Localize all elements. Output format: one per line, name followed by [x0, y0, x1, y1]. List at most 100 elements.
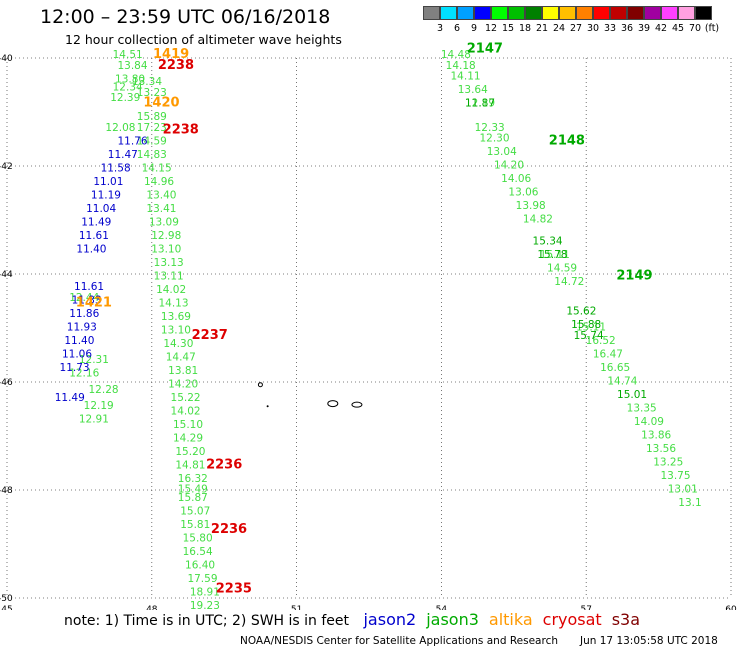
wave-height-value: 14.30: [163, 338, 193, 350]
wave-height-value: 15.11: [540, 249, 570, 261]
lat-tick-label: -44: [0, 270, 13, 280]
colorbar-label: 9: [470, 23, 478, 34]
wave-height-value: 13.09: [149, 216, 179, 228]
colorbar-label: 39: [637, 23, 651, 34]
wave-height-value: 14.83: [137, 149, 167, 161]
wave-height-value: 13.64: [458, 84, 488, 96]
wave-height-value: 12.33: [475, 122, 505, 134]
wave-height-value: 12.44: [69, 292, 99, 304]
wave-height-value: 12.31: [79, 354, 109, 366]
wave-height-value: 15.22: [171, 392, 201, 404]
wave-height-value: 13.41: [146, 203, 176, 215]
wave-height-value: 13.35: [627, 403, 657, 415]
wave-height-value: 11.19: [91, 189, 121, 201]
pass-number-label: 2235: [216, 582, 252, 597]
wave-height-value: 13.10: [161, 324, 191, 336]
wave-height-value: 13.34: [132, 76, 162, 88]
satellite-legend-s3a: s3a: [611, 610, 641, 629]
satellite-legend-cryosat: cryosat: [542, 610, 602, 629]
wave-height-value: 14.59: [137, 135, 167, 147]
wave-height-value: 12.39: [110, 92, 140, 104]
pass-number-label: 1421: [76, 295, 112, 310]
colorbar-swatch: [542, 6, 559, 20]
wave-height-value: 13.06: [508, 187, 538, 199]
colorbar-swatch: [644, 6, 661, 20]
wave-height-value: 12.08: [105, 122, 135, 134]
colorbar-swatch: [627, 6, 644, 20]
credit-timestamp: Jun 17 13:05:58 UTC 2018: [580, 635, 718, 647]
wave-height-value: 13.56: [646, 443, 676, 455]
wave-height-value: 11.49: [55, 392, 85, 404]
wave-height-value: 11.73: [60, 362, 90, 374]
wave-height-value: 16.65: [600, 362, 630, 374]
wave-height-value: 17.23: [137, 122, 167, 134]
lat-tick-label: -40: [0, 54, 13, 64]
wave-height-value: 15.11: [576, 322, 606, 334]
wave-height-value: 13.98: [516, 200, 546, 212]
satellite-legend-jason3: jason3: [426, 610, 479, 629]
wave-height-value: 14.20: [494, 160, 524, 172]
colorbar-swatch: [474, 6, 491, 20]
wave-height-value: 15.88: [571, 319, 601, 331]
colorbar-swatch: [576, 6, 593, 20]
wave-height-value: 11.49: [81, 216, 111, 228]
satellite-legend: jason2 jason3 altika cryosat s3a: [353, 610, 641, 629]
wave-height-value: 11.06: [62, 349, 92, 361]
colorbar-label: 18: [518, 23, 532, 34]
colorbar-label: 3: [436, 23, 444, 34]
map-subtitle: 12 hour collection of altimeter wave hei…: [65, 32, 342, 47]
wave-height-value: 11.58: [101, 162, 131, 174]
wave-height-value: 17.59: [187, 573, 217, 585]
colorbar-swatch: [559, 6, 576, 20]
colorbar-label: 24: [552, 23, 566, 34]
wave-height-value: 15.62: [566, 306, 596, 318]
colorbar-swatch: [440, 6, 457, 20]
wave-height-value: 14.09: [634, 416, 664, 428]
colorbar-label: 6: [453, 23, 461, 34]
wave-height-value: 19.23: [190, 600, 220, 610]
pass-number-label: 2148: [549, 133, 585, 148]
wave-height-value: 11.40: [76, 243, 106, 255]
satellite-legend-jason2: jason2: [363, 610, 417, 629]
wave-height-value: 11.61: [74, 281, 104, 293]
colorbar-swatch: [508, 6, 525, 20]
wave-height-value: 14.48: [441, 49, 471, 61]
wave-height-value: 14.06: [501, 173, 531, 185]
pass-number-label: 2238: [163, 123, 199, 138]
pass-number-label: 1419: [153, 47, 189, 62]
wave-height-value: 15.81: [180, 519, 210, 531]
wave-height-value: 12.98: [151, 230, 181, 242]
wave-height-value: 15.87: [178, 492, 208, 504]
lat-tick-label: -50: [0, 594, 13, 604]
wave-height-value: 16.40: [185, 559, 215, 571]
lon-tick-label: 60: [725, 605, 737, 610]
wave-height-value: 13.40: [146, 189, 176, 201]
wave-height-value: 11.87: [465, 98, 495, 110]
pass-number-label: 2236: [211, 522, 247, 537]
wave-height-value: 13.75: [660, 470, 690, 482]
colorbar-swatch: [661, 6, 678, 20]
satellite-legend-altika: altika: [488, 610, 533, 629]
colorbar-swatch: [678, 6, 695, 20]
wave-height-value: 14.29: [173, 432, 203, 444]
colorbar-label: 42: [654, 23, 668, 34]
wave-height-value: 11.47: [108, 149, 138, 161]
wave-height-value: 13.25: [653, 457, 683, 469]
colorbar-swatch: [695, 6, 712, 20]
wave-height-value: 11.33: [72, 295, 102, 307]
wave-height-value: 14.18: [446, 60, 476, 72]
wave-height-value: 15.49: [178, 484, 208, 496]
wave-height-value: 15.74: [574, 330, 604, 342]
pass-number-label: 2147: [467, 42, 503, 57]
pass-number-label: 2237: [192, 328, 228, 343]
colorbar-label: 15: [501, 23, 515, 34]
colorbar-label: 33: [603, 23, 617, 34]
wave-height-value: 12.34: [113, 81, 143, 93]
wave-height-value: 12.28: [89, 384, 119, 396]
wave-height-value: 13.84: [117, 60, 147, 72]
wave-height-value: 14.13: [158, 297, 188, 309]
island-outline: [351, 401, 363, 408]
colorbar-swatch: [610, 6, 627, 20]
lon-tick-label: 48: [146, 605, 158, 610]
colorbar-label: 27: [569, 23, 583, 34]
